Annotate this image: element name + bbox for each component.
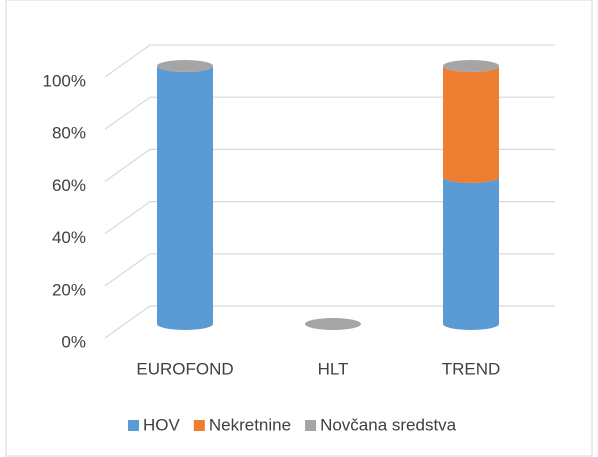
x-tick-label: TREND	[442, 359, 501, 378]
grid-line	[104, 148, 555, 182]
legend-swatch	[128, 420, 139, 431]
y-tick-label: 80%	[52, 124, 86, 143]
y-tick-label: 0%	[61, 332, 86, 351]
legend-swatch	[193, 420, 205, 431]
y-tick-label: 100%	[43, 71, 86, 90]
legend-label: Nekretnine	[209, 415, 291, 434]
legend-swatch	[305, 420, 317, 431]
y-tick-label: 40%	[52, 228, 86, 247]
grid-line	[104, 305, 555, 339]
y-tick-label: 60%	[52, 176, 86, 195]
x-tick-label: HLT	[318, 359, 349, 378]
x-tick-label: EUROFOND	[136, 359, 233, 378]
bar-segment	[157, 66, 213, 330]
bar-segment	[443, 176, 499, 330]
grid-line	[104, 253, 555, 287]
grid-line	[104, 44, 555, 78]
bar-cap	[443, 60, 499, 72]
y-tick-label: 20%	[52, 280, 86, 299]
bar-cap	[157, 60, 213, 72]
legend-label: Novčana sredstva	[320, 415, 457, 434]
grid-line	[104, 96, 555, 130]
bar-segment	[443, 66, 499, 183]
grid-line	[104, 201, 555, 235]
chart-frame	[5, 0, 593, 457]
bar-cap	[305, 318, 361, 330]
legend-label: HOV	[143, 415, 181, 434]
